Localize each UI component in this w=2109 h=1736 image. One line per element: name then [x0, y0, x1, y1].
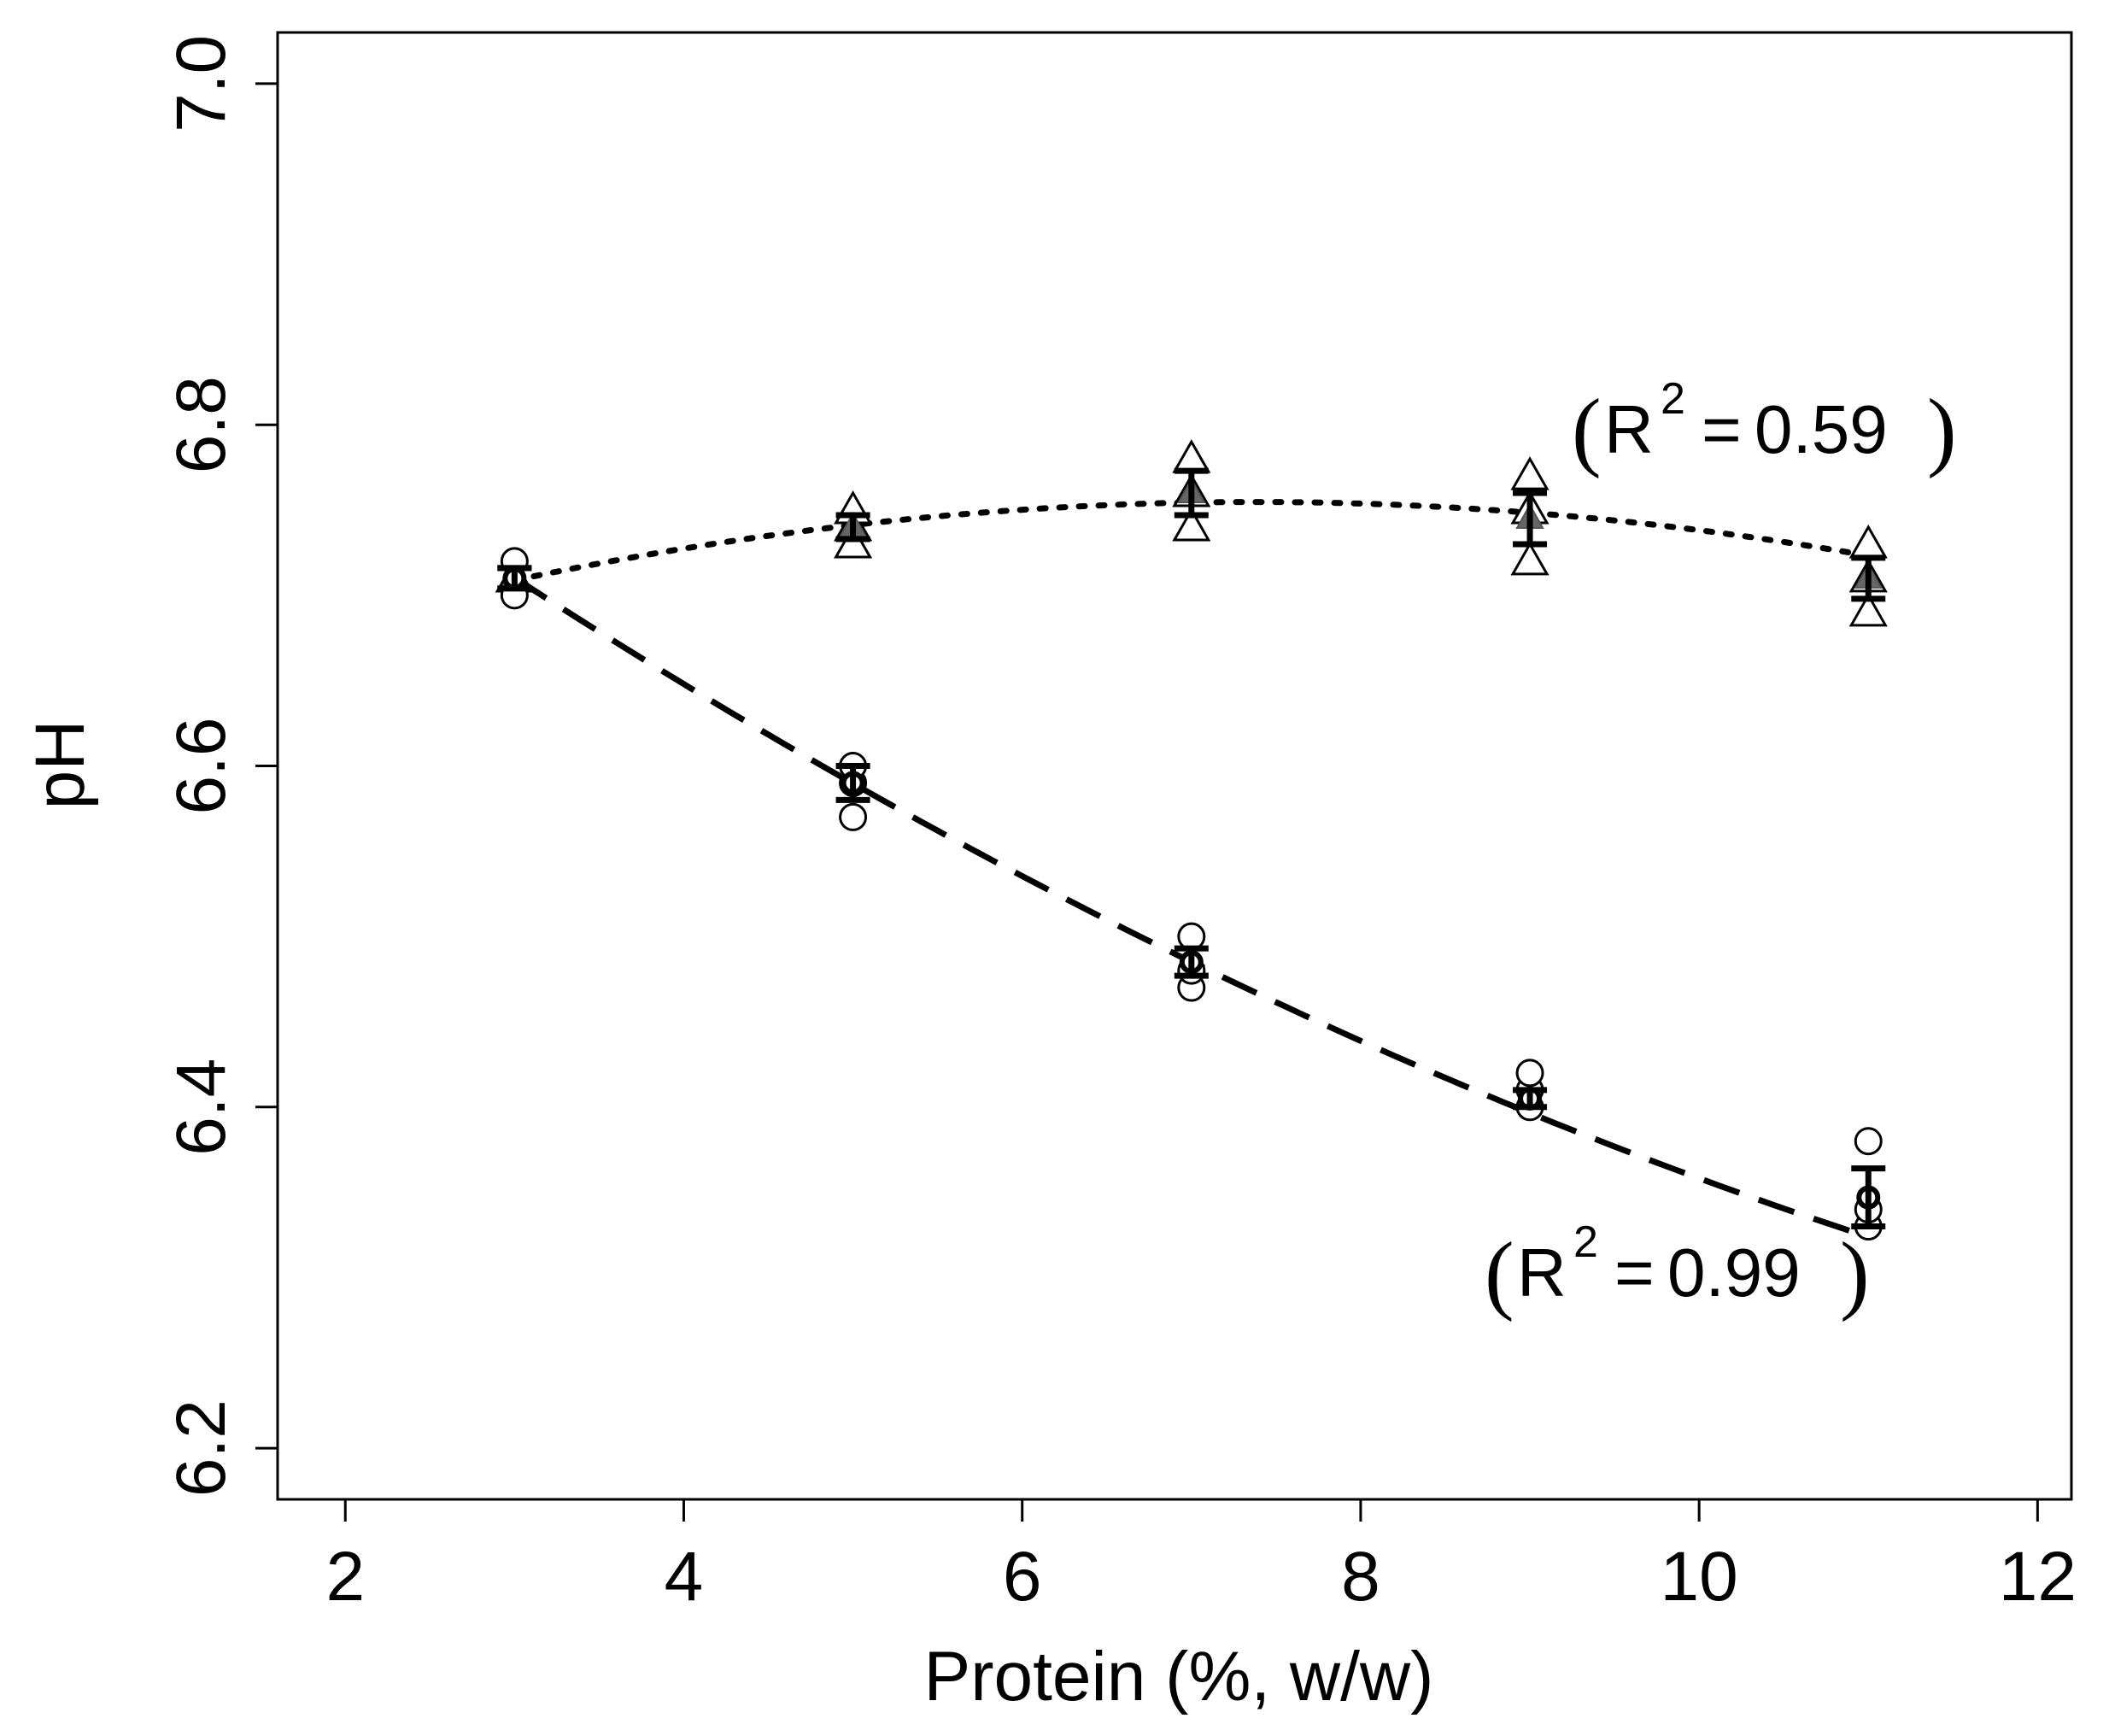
plot-data — [495, 439, 1888, 1241]
svg-text:): ) — [1840, 1224, 1870, 1323]
triangle-point — [1510, 456, 1550, 490]
x-tick-label: 8 — [1341, 1538, 1380, 1616]
series-circles — [497, 547, 1886, 1241]
x-tick-label: 4 — [665, 1538, 704, 1616]
circle-point — [839, 802, 868, 831]
annotation-equals: = — [1702, 391, 1742, 467]
annotation-prefix: R — [1517, 1235, 1567, 1311]
annotation-prefix: R — [1604, 391, 1654, 467]
annotation-value: 0.99 — [1667, 1235, 1801, 1311]
x-axis-title: Protein (%, w/w) — [924, 1638, 1434, 1715]
triangle-point — [1848, 524, 1888, 559]
axes: 2 4 6 8 10 12 6.2 6.4 6.6 6.8 7.0 — [162, 31, 2077, 1616]
y-tick-label: 6.4 — [162, 1059, 240, 1156]
svg-text:(: ( — [1572, 381, 1602, 479]
annotation-value: 0.59 — [1755, 391, 1888, 467]
r-squared-annotation-circles: ( R 2 = 0.99 ) — [1485, 1217, 1870, 1323]
y-tick-label: 6.2 — [162, 1399, 240, 1497]
x-tick-label: 6 — [1003, 1538, 1042, 1616]
triangle-point — [1848, 592, 1888, 627]
svg-text:(: ( — [1485, 1224, 1514, 1323]
y-tick-label: 6.8 — [162, 376, 240, 473]
triangle-point — [1172, 507, 1211, 542]
annotation-equals: = — [1614, 1235, 1655, 1311]
triangle-point — [1510, 541, 1550, 576]
circle-point — [1515, 1059, 1544, 1088]
x-tick-label: 12 — [1999, 1538, 2077, 1616]
circle-point — [1854, 1127, 1883, 1156]
annotation-superscript: 2 — [1573, 1217, 1598, 1267]
series-triangles — [495, 439, 1888, 627]
y-axis-title: pH — [21, 720, 99, 810]
x-tick-label: 2 — [325, 1538, 365, 1616]
x-tick-label: 10 — [1661, 1538, 1738, 1616]
y-tick-label: 6.6 — [162, 718, 240, 815]
r-squared-annotation-triangles: ( R 2 = 0.59 ) — [1572, 374, 1957, 479]
fit-line-dashed — [513, 575, 1870, 1240]
triangle-point — [1172, 439, 1211, 473]
plot-frame — [276, 31, 2073, 1501]
y-tick-label: 7.0 — [162, 35, 240, 132]
annotation-superscript: 2 — [1661, 374, 1685, 424]
svg-text:): ) — [1927, 381, 1957, 479]
